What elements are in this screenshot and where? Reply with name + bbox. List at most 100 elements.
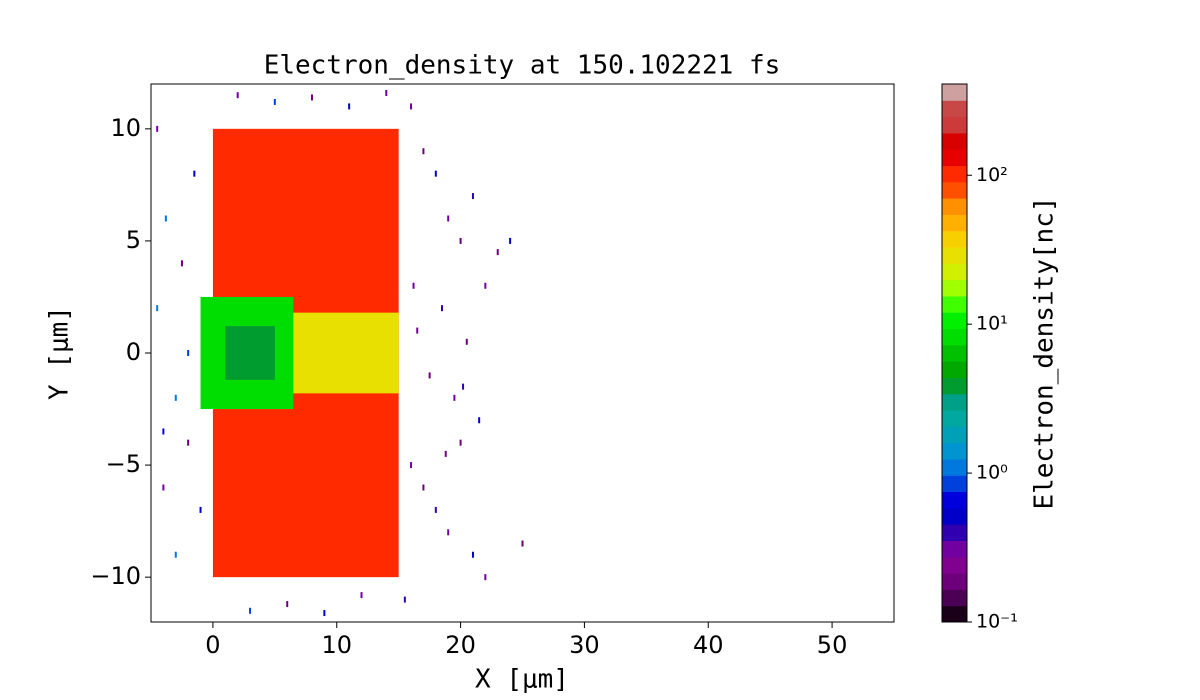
particle [465,338,468,345]
particle [174,551,177,558]
particle [521,540,524,547]
particle [471,193,474,200]
y-tick-label: −5 [106,450,141,478]
particle [360,592,363,599]
particle [434,170,437,177]
x-tick-label: 40 [693,631,724,659]
particle [156,125,159,132]
particle [310,94,313,101]
particle [459,439,462,446]
colorbar-band [942,410,967,427]
particle [348,103,351,110]
particle [164,215,167,222]
colorbar-band [942,312,967,330]
colorbar-band [942,393,967,411]
colorbar-band [942,84,967,101]
colorbar-tick-label: 10⁰ [976,462,1008,484]
colorbar-band [942,279,967,297]
colorbar-band [942,116,967,134]
x-axis-label: X [μm] [475,665,569,695]
particle [187,439,190,446]
particle [422,148,425,155]
particle [249,607,252,614]
x-tick-label: 0 [205,631,220,659]
particle [484,282,487,289]
colorbar-band [942,361,967,378]
colorbar-band [942,540,967,558]
colorbar-band [942,247,967,264]
particle [444,450,447,457]
particle [323,610,326,617]
colorbar-frame [941,83,968,623]
particle [162,484,165,491]
colorbar-tick-label: 10² [976,164,1008,186]
particle [447,215,450,222]
colorbar-band [942,524,967,541]
particle [447,529,450,536]
particle [385,89,388,96]
colorbar-band [942,426,967,444]
colorbar-band [942,573,967,590]
colorbar-band [942,198,967,215]
particle [416,327,419,334]
x-tick-label: 20 [445,631,476,659]
particle [441,305,444,312]
colorbar-band [942,442,967,460]
colorbar-band [942,475,967,493]
particle [180,260,183,267]
colorbar-band [942,458,967,476]
particle [286,601,289,608]
particle [484,574,487,581]
x-tick-label: 50 [817,631,848,659]
y-tick-label: 0 [126,338,141,366]
colorbar-band [942,100,967,118]
particle [199,506,202,513]
colorbar-band [942,556,967,574]
particle [459,237,462,244]
particle [162,428,165,435]
colorbar-band [942,230,967,248]
particle [174,394,177,401]
colorbar-band [942,605,967,623]
particle [273,98,276,105]
y-tick-label: −10 [90,562,141,590]
colorbar-band [942,214,967,232]
colorbar-tick-label: 10¹ [976,313,1008,335]
colorbar-band [942,491,967,509]
y-tick-label: 10 [110,114,141,142]
particle [478,417,481,424]
colorbar-band [942,507,967,525]
colorbar-band [942,295,967,313]
particle [403,596,406,603]
particle [453,394,456,401]
colorbar-band [942,377,967,395]
particle [412,282,415,289]
particle [156,305,159,312]
particle [462,383,465,390]
particle [509,237,512,244]
y-tick-label: 5 [126,226,141,254]
density-region [287,312,399,394]
particle [496,249,499,256]
colorbar-band [942,132,967,150]
particle [193,170,196,177]
chart-title: Electron_density at 150.102221 fs [264,51,781,81]
x-tick-label: 30 [569,631,600,659]
colorbar-band [942,165,967,183]
particle [410,103,413,110]
particle [187,350,190,356]
colorbar-label: Electron_density[nc] [1030,196,1060,509]
x-tick-label: 10 [321,631,352,659]
particle [410,462,413,469]
colorbar-band [942,589,967,607]
particle [236,92,239,99]
particle [428,372,431,379]
particle [434,506,437,513]
colorbar-band [942,344,967,362]
colorbar-tick-label: 10⁻¹ [976,611,1018,633]
y-axis-label: Y [μm] [45,306,75,400]
colorbar-band [942,263,967,281]
particle [422,484,425,491]
